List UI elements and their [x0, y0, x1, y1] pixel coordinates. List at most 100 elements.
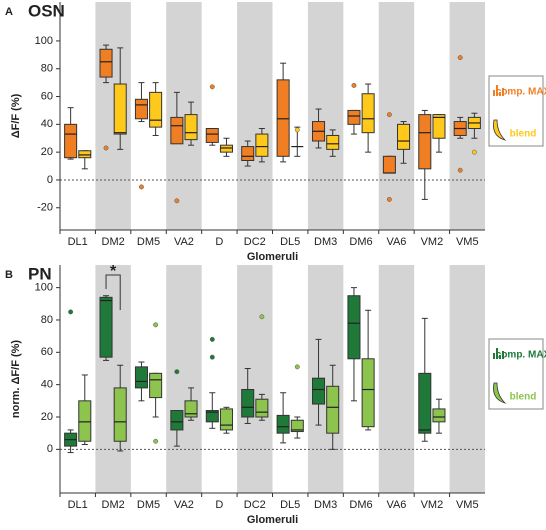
x-tick-label: DM5: [137, 499, 160, 511]
y-tick-label: 60: [41, 90, 53, 102]
box: [113, 83, 127, 135]
box-group: [347, 287, 361, 402]
box-group: [432, 398, 446, 434]
box: [326, 134, 340, 150]
outlier: [294, 364, 300, 370]
x-axis-label: Glomeruli: [247, 251, 298, 263]
column-shade: [237, 265, 273, 493]
annotation: *: [110, 263, 117, 280]
box-group: [78, 374, 92, 445]
box: [241, 146, 255, 161]
box: [219, 144, 233, 153]
x-tick-label: DM2: [102, 236, 125, 248]
outlier: [471, 149, 477, 155]
y-tick-label: 0: [47, 174, 53, 186]
box-group: [134, 361, 148, 402]
legend-icon: [493, 119, 507, 141]
box-group: [453, 55, 467, 173]
box: [312, 377, 326, 405]
outlier: [259, 314, 265, 320]
column-shade: [166, 265, 202, 493]
box-group: [312, 338, 326, 426]
x-tick-label: D: [215, 499, 223, 511]
box: [276, 79, 290, 157]
y-tick-label: 0: [47, 443, 53, 455]
outlier: [68, 309, 74, 315]
outlier: [153, 438, 159, 444]
outlier: [139, 184, 144, 190]
box-group: [219, 137, 233, 157]
legend-icon: [493, 90, 495, 96]
panel-label: A: [5, 6, 13, 18]
box-group: [184, 101, 198, 146]
x-tick-label: D: [215, 236, 223, 248]
x-tick-label: VM2: [421, 236, 444, 248]
x-tick-label: VM5: [456, 499, 479, 511]
box: [113, 387, 127, 442]
y-tick-label: -20: [37, 202, 53, 214]
box: [99, 296, 113, 358]
box-group: [64, 309, 78, 454]
legend-label: blend: [510, 392, 537, 403]
outlier: [457, 55, 463, 61]
box: [361, 93, 375, 134]
box-group: [170, 369, 184, 447]
y-tick-label: 60: [41, 346, 53, 358]
y-tick-label: 80: [41, 314, 53, 326]
box: [170, 116, 184, 145]
legend-icon: [493, 353, 495, 359]
outlier: [209, 336, 215, 342]
x-tick-label: DC2: [244, 499, 266, 511]
box-group: [205, 336, 219, 429]
y-tick-label: 40: [41, 379, 53, 391]
legend-icon: [502, 88, 504, 96]
box: [382, 155, 396, 174]
legend-icon: [502, 351, 504, 359]
box-group: [134, 82, 148, 190]
box-group: [149, 322, 163, 444]
outlier: [103, 145, 109, 151]
legend-label: comp. MAX: [496, 350, 546, 361]
box: [397, 123, 411, 150]
x-tick-label: VA6: [386, 499, 406, 511]
column-shade: [237, 2, 273, 230]
x-tick-label: VA2: [174, 236, 194, 248]
box: [432, 408, 446, 423]
box-group: [113, 47, 127, 150]
box-group: [149, 82, 163, 136]
box-group: [312, 108, 326, 149]
legend-label: blend: [510, 129, 537, 140]
outlier: [457, 167, 463, 173]
y-tick-label: 40: [41, 118, 53, 130]
box-group: [361, 83, 375, 153]
panel-label: B: [5, 269, 13, 281]
box-group: [255, 128, 269, 163]
box: [184, 400, 198, 418]
box: [255, 398, 269, 418]
box-group: [276, 392, 290, 444]
column-shade: [449, 265, 485, 493]
column-shade: [378, 2, 415, 230]
x-tick-label: DC2: [244, 236, 266, 248]
y-tick-label: 100: [35, 35, 53, 47]
box: [347, 295, 361, 360]
column-shade: [378, 265, 415, 493]
outlier: [153, 322, 159, 328]
legend-icon: [499, 355, 501, 359]
x-tick-label: VM5: [456, 236, 479, 248]
x-tick-label: DM6: [349, 499, 372, 511]
box-group: [432, 114, 446, 153]
outlier: [209, 354, 215, 360]
box: [78, 150, 92, 159]
outlier: [294, 127, 300, 133]
box: [205, 410, 219, 423]
box: [149, 91, 163, 128]
box-group: [64, 107, 78, 160]
y-tick-label: 80: [41, 63, 53, 75]
outlier: [209, 84, 215, 90]
box: [205, 128, 219, 143]
box-group: [326, 129, 340, 157]
x-tick-label: DM3: [314, 236, 337, 248]
box: [170, 410, 184, 431]
